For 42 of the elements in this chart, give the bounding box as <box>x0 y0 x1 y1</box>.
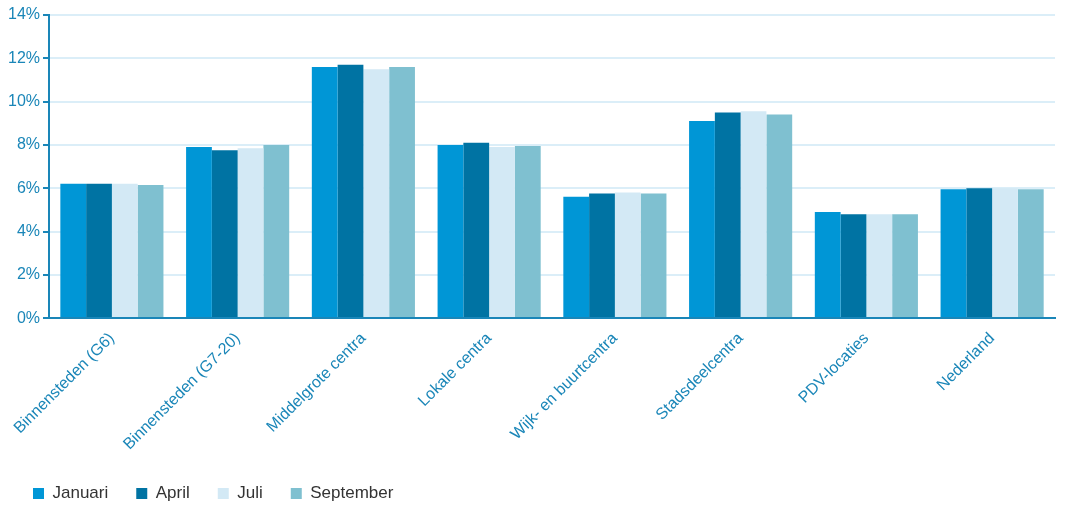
y-tick-label: 4% <box>16 221 41 239</box>
bar <box>840 214 867 318</box>
bar <box>363 69 390 318</box>
y-tick-label: 12% <box>7 48 41 66</box>
y-tick-label: 0% <box>16 308 41 326</box>
bar <box>311 66 338 318</box>
bar <box>866 214 893 318</box>
bar <box>714 112 741 318</box>
bar <box>892 214 918 318</box>
bar <box>237 148 264 318</box>
bar <box>814 212 841 318</box>
bar <box>589 193 615 318</box>
bar <box>263 144 290 318</box>
bar <box>640 193 667 318</box>
bar <box>60 183 87 318</box>
bar <box>211 150 238 318</box>
bar <box>940 189 967 318</box>
bar <box>563 196 590 318</box>
bar <box>137 184 164 318</box>
bar <box>337 64 364 318</box>
y-tick-label: 14% <box>7 5 41 23</box>
bar <box>389 66 415 318</box>
legend-label: Juli <box>237 483 263 503</box>
legend-label: April <box>155 483 190 503</box>
bar <box>689 121 715 318</box>
bar <box>86 183 112 318</box>
y-tick-label: 6% <box>16 178 41 196</box>
bar <box>740 111 767 318</box>
bar <box>966 188 993 318</box>
legend-label: Januari <box>52 483 109 503</box>
bar <box>1017 189 1044 318</box>
y-tick-label: 2% <box>16 265 41 283</box>
bar <box>111 183 138 318</box>
bar <box>186 147 212 318</box>
bar <box>614 192 641 318</box>
bar <box>514 145 541 318</box>
y-tick-label: 8% <box>16 135 41 153</box>
y-tick-label: 10% <box>7 92 41 110</box>
bar <box>437 144 464 318</box>
bar <box>766 114 793 318</box>
legend-label: September <box>310 483 394 503</box>
bar <box>463 142 490 318</box>
